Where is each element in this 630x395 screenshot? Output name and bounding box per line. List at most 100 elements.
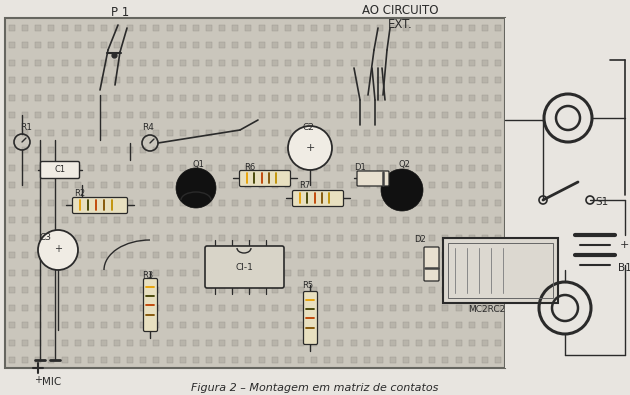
Bar	[311, 252, 317, 258]
Bar	[350, 217, 357, 223]
Bar	[180, 165, 186, 171]
Bar	[338, 112, 343, 118]
Bar	[377, 95, 383, 101]
Bar	[75, 77, 81, 83]
Bar	[193, 287, 199, 293]
Bar	[364, 340, 370, 346]
Bar	[469, 182, 475, 188]
Bar	[75, 305, 81, 310]
Bar	[285, 270, 291, 276]
Bar	[101, 235, 107, 241]
Bar	[416, 357, 422, 363]
Bar	[35, 217, 42, 223]
Text: +: +	[620, 240, 629, 250]
Bar	[166, 357, 173, 363]
Text: R7: R7	[299, 181, 311, 190]
Text: R5: R5	[302, 280, 314, 290]
Bar	[180, 43, 186, 49]
Bar	[364, 147, 370, 153]
Bar	[403, 357, 409, 363]
Bar	[193, 147, 199, 153]
Bar	[258, 25, 265, 31]
Bar	[232, 217, 238, 223]
Bar	[455, 43, 462, 49]
Bar	[338, 357, 343, 363]
Bar	[9, 165, 15, 171]
Bar	[88, 235, 94, 241]
Bar	[377, 287, 383, 293]
Bar	[180, 60, 186, 66]
Bar	[114, 235, 120, 241]
Bar	[455, 165, 462, 171]
Bar	[298, 130, 304, 136]
Bar	[338, 95, 343, 101]
Bar	[9, 43, 15, 49]
Bar	[442, 340, 449, 346]
Bar	[219, 60, 225, 66]
Bar	[442, 217, 449, 223]
Bar	[311, 165, 317, 171]
Bar	[127, 322, 133, 328]
Bar	[338, 147, 343, 153]
Bar	[455, 235, 462, 241]
Bar	[311, 95, 317, 101]
Bar	[114, 305, 120, 310]
Bar	[495, 322, 501, 328]
Bar	[88, 357, 94, 363]
Bar	[127, 165, 133, 171]
Bar	[49, 235, 54, 241]
Bar	[22, 252, 28, 258]
Bar	[49, 252, 54, 258]
Bar	[403, 200, 409, 206]
Bar	[35, 112, 42, 118]
Bar	[455, 147, 462, 153]
Bar	[246, 287, 251, 293]
Bar	[390, 235, 396, 241]
Bar	[390, 252, 396, 258]
Bar	[324, 60, 330, 66]
Bar	[127, 77, 133, 83]
Bar	[166, 147, 173, 153]
Bar	[495, 305, 501, 310]
Bar	[390, 287, 396, 293]
Bar	[88, 77, 94, 83]
Bar	[272, 43, 278, 49]
Bar	[140, 287, 146, 293]
Bar	[219, 305, 225, 310]
Bar	[246, 182, 251, 188]
Text: +: +	[306, 143, 315, 153]
Bar	[272, 130, 278, 136]
Bar	[9, 77, 15, 83]
Bar	[390, 130, 396, 136]
Bar	[101, 95, 107, 101]
Bar	[258, 235, 265, 241]
FancyBboxPatch shape	[239, 171, 290, 186]
Bar	[49, 287, 54, 293]
Bar	[62, 305, 67, 310]
Bar	[219, 95, 225, 101]
Bar	[154, 112, 159, 118]
Bar	[364, 25, 370, 31]
Bar	[127, 340, 133, 346]
Bar	[62, 357, 67, 363]
Bar	[246, 322, 251, 328]
Bar	[22, 95, 28, 101]
Bar	[127, 60, 133, 66]
Bar	[62, 217, 67, 223]
Bar	[75, 217, 81, 223]
Bar	[180, 252, 186, 258]
Bar	[258, 60, 265, 66]
Bar	[403, 165, 409, 171]
Bar	[49, 322, 54, 328]
Bar	[127, 182, 133, 188]
Bar	[482, 60, 488, 66]
Bar	[219, 322, 225, 328]
Bar	[377, 270, 383, 276]
Bar	[272, 60, 278, 66]
Bar	[9, 305, 15, 310]
Bar	[442, 95, 449, 101]
Bar	[469, 60, 475, 66]
Text: R1: R1	[20, 124, 32, 132]
Bar	[364, 60, 370, 66]
Bar	[154, 252, 159, 258]
